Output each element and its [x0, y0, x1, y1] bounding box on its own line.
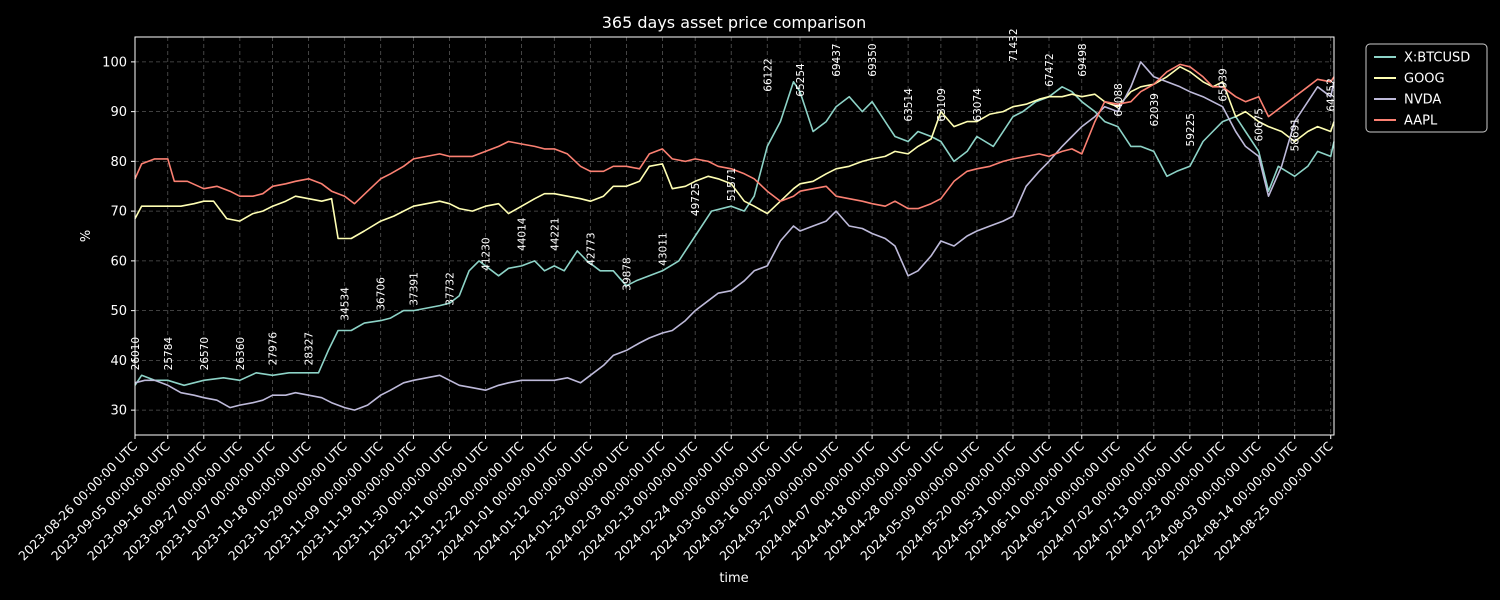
price-annotation: 28327	[304, 332, 316, 365]
legend-label: NVDA	[1404, 93, 1441, 108]
y-axis: 30 40 50 60 70 80 90 100	[102, 55, 135, 419]
legend-label: AAPL	[1404, 114, 1438, 129]
price-annotation: 42773	[585, 232, 597, 265]
price-annotation: 69350	[867, 43, 879, 76]
y-tick-label: 40	[110, 354, 127, 369]
price-annotation: 37391	[408, 272, 420, 305]
y-tick-label: 100	[102, 55, 127, 70]
price-annotation: 49725	[690, 183, 702, 216]
price-annotation: 66122	[762, 58, 774, 91]
price-annotation: 64088	[1113, 83, 1125, 116]
chart-title: 365 days asset price comparison	[602, 13, 866, 32]
price-annotation: 67472	[1044, 53, 1056, 86]
price-annotation: 44221	[549, 218, 561, 251]
y-tick-label: 60	[110, 254, 127, 269]
price-annotation: 36706	[376, 277, 388, 311]
series-line-goog	[134, 66, 1335, 240]
price-annotation: 27976	[268, 332, 280, 366]
price-annotation: 39878	[621, 257, 633, 290]
price-annotation: 34534	[340, 287, 352, 321]
price-annotation: 64252	[1326, 78, 1338, 111]
legend-label: GOOG	[1404, 72, 1445, 87]
price-annotation: 51571	[726, 168, 738, 201]
price-annotation: 65254	[795, 63, 807, 97]
legend-label: X:BTCUSD	[1404, 51, 1470, 66]
y-tick-label: 90	[110, 105, 127, 120]
data-annotations: 26010 25784 26570 26360 27976 28327 34534 36706…	[130, 28, 1338, 370]
price-annotation: 43011	[657, 232, 669, 265]
legend-box	[1365, 43, 1488, 133]
price-annotation: 26570	[199, 337, 211, 370]
price-annotation: 59225	[1185, 113, 1197, 146]
price-annotation: 69437	[831, 43, 843, 76]
price-annotation: 65939	[1218, 68, 1230, 101]
series-line-aapl	[134, 63, 1335, 210]
y-tick-label: 80	[110, 155, 127, 170]
price-annotation: 44014	[517, 217, 529, 251]
y-tick-label: 30	[110, 404, 127, 419]
grid	[134, 37, 1334, 435]
x-axis-label: time	[719, 571, 748, 586]
legend: X:BTCUSD GOOG NVDA AAPL	[1365, 43, 1488, 133]
y-tick-label: 50	[110, 304, 127, 319]
price-annotation: 41230	[481, 237, 493, 270]
series-line-nvda	[134, 61, 1335, 411]
series-line-x-btcusd	[134, 81, 1335, 387]
price-annotation: 58691	[1290, 118, 1302, 151]
price-annotation: 63074	[972, 88, 984, 122]
price-annotation: 69498	[1077, 43, 1089, 76]
y-tick-label: 70	[110, 205, 127, 220]
price-annotation: 37732	[444, 272, 456, 305]
plot-frame	[134, 36, 1335, 436]
price-annotation: 62039	[1149, 93, 1161, 126]
price-annotation: 25784	[163, 337, 175, 371]
series-lines	[134, 61, 1335, 411]
price-annotation: 26010	[130, 337, 142, 370]
price-annotation: 60675	[1254, 108, 1266, 141]
price-annotation: 63514	[903, 88, 915, 122]
y-axis-label: %	[79, 230, 94, 242]
price-annotation: 71432	[1008, 28, 1020, 61]
price-annotation: 63109	[936, 88, 948, 121]
price-annotation: 26360	[235, 337, 247, 370]
